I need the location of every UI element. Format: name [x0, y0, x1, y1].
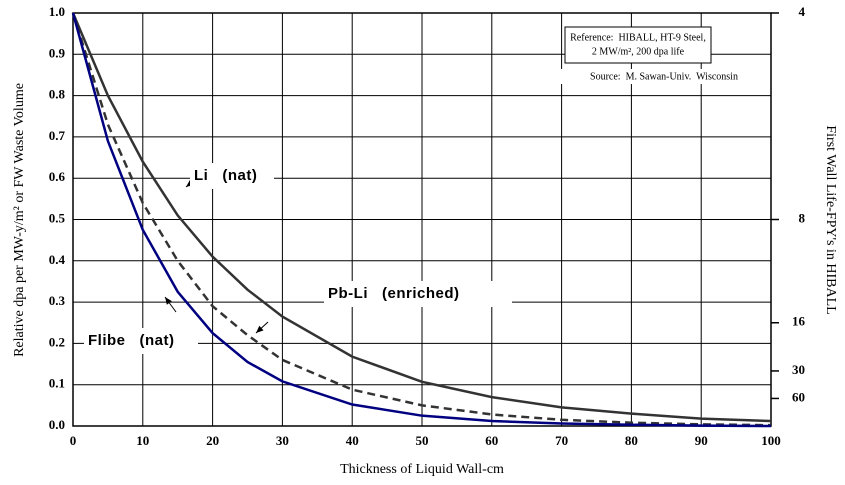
y-tick-label: 0.1 [49, 376, 65, 391]
arrow-head [165, 297, 172, 305]
y-tick-label: 0.4 [49, 252, 66, 267]
y2-tick-label: 30 [792, 362, 805, 377]
y-tick-label: 0.5 [49, 210, 66, 225]
plot-frame [72, 12, 772, 427]
y2-tick-label: 60 [792, 389, 805, 404]
x-tick-label: 20 [206, 433, 219, 448]
x-tick-label: 40 [346, 433, 359, 448]
y-tick-label: 0.8 [49, 87, 66, 102]
y-tick-label: 0.7 [49, 128, 66, 143]
reference-note: Reference: HIBALL, HT-9 Steel, [570, 32, 706, 43]
x-tick-label: 80 [625, 433, 638, 448]
y-axis-title: Relative dpa per MW-y/m² or FW Waste Vol… [12, 83, 27, 357]
x-tick-label: 60 [485, 433, 498, 448]
x-tick-label: 100 [761, 433, 781, 448]
arrow-head [256, 325, 264, 333]
reference-note: 2 MW/m², 200 dpa life [592, 46, 685, 57]
y2-tick-label: 4 [799, 4, 806, 19]
x-tick-label: 70 [555, 433, 568, 448]
y-tick-label: 0.6 [49, 169, 66, 184]
label-box [324, 281, 512, 307]
y2-tick-label: 8 [799, 210, 806, 225]
label-box [190, 163, 274, 189]
x-tick-label: 30 [276, 433, 289, 448]
reference-box [564, 26, 712, 64]
series-label: Flibe (nat) [88, 332, 175, 349]
series-line [71, 12, 772, 427]
source-note: Source: M. Sawan-Univ. Wisconsin [590, 71, 738, 82]
source-bg [560, 69, 768, 84]
y2-axis-title: First Wall Life-FPY's in HIBALL [823, 125, 838, 314]
y-tick-label: 0.0 [49, 417, 65, 432]
y-tick-label: 0.3 [49, 293, 66, 308]
x-tick-label: 10 [136, 433, 149, 448]
y2-tick-label: 16 [792, 314, 806, 329]
x-tick-label: 0 [70, 433, 77, 448]
y-tick-label: 0.2 [49, 334, 65, 349]
y-tick-label: 0.9 [49, 45, 66, 60]
series-line [71, 12, 772, 423]
series-label: Li (nat) [194, 167, 257, 184]
x-axis-title: Thickness of Liquid Wall-cm [340, 462, 504, 477]
label-box [84, 328, 198, 354]
series-label: Pb-Li (enriched) [328, 285, 460, 302]
y-tick-label: 1.0 [49, 4, 65, 19]
x-tick-label: 50 [416, 433, 429, 448]
x-tick-label: 90 [695, 433, 708, 448]
series-line [71, 12, 772, 428]
